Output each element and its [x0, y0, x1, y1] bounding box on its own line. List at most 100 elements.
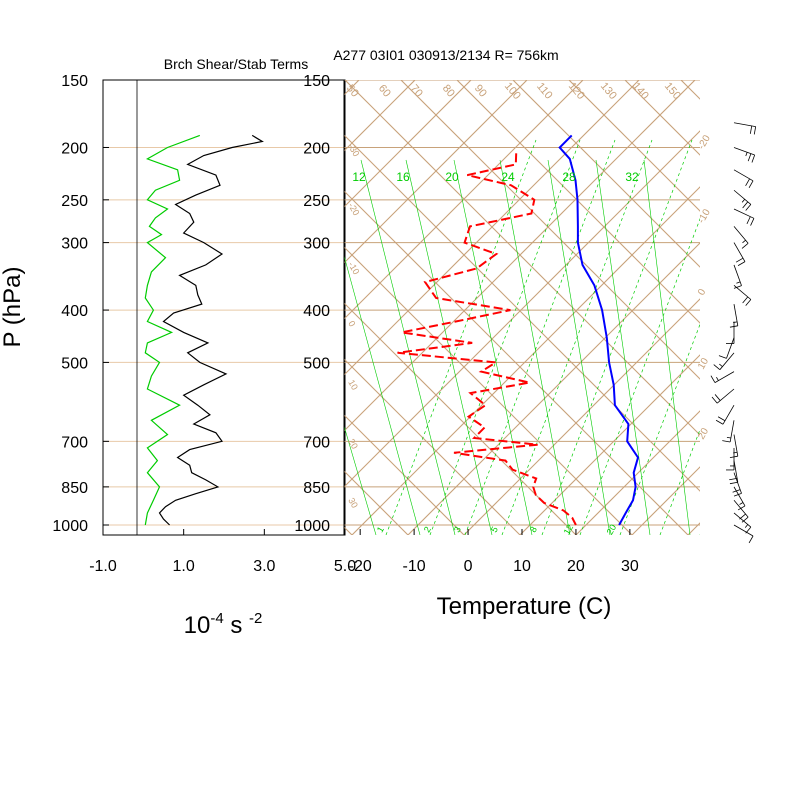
wind-barb-staff: [733, 512, 752, 528]
mixing-ratio-line: [405, 159, 493, 535]
wind-barb-half-feather: [742, 239, 746, 244]
mixing-ratio-line: [547, 159, 611, 535]
wind-barb-feather: [753, 126, 757, 135]
wind-barb-half-feather: [726, 436, 731, 439]
y-tick-label: 150: [61, 73, 88, 90]
dry-adiabat-line: [344, 246, 633, 535]
mixing-ratio-top-label: 12: [352, 170, 366, 184]
wind-barb-feather: [713, 364, 721, 370]
skewt-chart-title: A277 03I01 030913/2134 R= 756km: [333, 47, 558, 63]
wind-barbs: [710, 122, 757, 544]
y-tick-label: 500: [61, 355, 88, 372]
y-tick-label: 700: [303, 434, 330, 451]
wind-barb: [733, 524, 754, 544]
wind-barb: [711, 388, 735, 404]
isotherm-line: [519, 354, 700, 535]
moist-adiabat-line: [429, 139, 581, 535]
skew-top-label: 140: [630, 80, 651, 102]
dry-adiabat-line: [344, 80, 700, 436]
dry-adiabat-line: [344, 358, 521, 535]
y-tick-label: 400: [61, 303, 88, 320]
y-tick-label: 850: [61, 480, 88, 497]
wind-barb: [733, 169, 754, 188]
mixing-ratio-bottom-label: 20: [605, 523, 619, 537]
wind-barb-feather: [745, 178, 750, 186]
moist-adiabat-line: [579, 218, 700, 535]
mixing-ratio-line: [643, 159, 691, 535]
skewt-y-tick-labels: 150 200 250 300 400 500 700 850 1000: [294, 73, 330, 535]
skew-left-label: 20: [346, 437, 360, 451]
wind-barb-staff: [733, 242, 746, 262]
x-tick-label: -20: [349, 558, 372, 575]
wind-barb-half-feather: [741, 198, 746, 203]
moist-adiabat-line: [699, 534, 700, 535]
x-tick-label: 0: [464, 558, 473, 575]
wind-barb-staff: [733, 486, 746, 507]
y-tick-label: 400: [303, 303, 330, 320]
skew-top-label: 50: [344, 83, 361, 100]
isotherm-line: [407, 242, 700, 535]
isotherm-line: [344, 80, 696, 432]
isotherm-line: [344, 80, 584, 320]
wind-barb-half-feather: [716, 376, 719, 381]
mixing-ratio-line: [499, 159, 571, 535]
wind-barb-feather: [710, 375, 716, 383]
mixing-ratio-top-label: 20: [445, 170, 459, 184]
wind-barb-feather: [748, 535, 754, 544]
mixing-ratio-line: [360, 159, 456, 535]
wind-barb-feather: [745, 204, 752, 211]
moist-adiabat-line: [619, 323, 700, 535]
wind-barb-feather: [715, 419, 724, 425]
skew-top-label: 60: [376, 83, 393, 100]
mixing-ratio-line: [344, 254, 421, 535]
wind-barb-feather: [745, 299, 752, 306]
isotherm-line: [575, 410, 700, 535]
wind-barb: [733, 264, 742, 289]
isotherm-line: [344, 80, 640, 376]
wind-barb-staff: [733, 169, 754, 182]
wind-barb-staff: [716, 388, 735, 404]
wind-barb-feather: [748, 180, 754, 188]
left-x-tick-labels: -1.0 1.0 3.0 5.0: [89, 529, 356, 575]
moist-adiabat-line: [385, 139, 537, 535]
wind-barb-feather: [746, 216, 751, 225]
wind-barb: [726, 447, 735, 471]
dry-adiabat-line: [344, 302, 577, 535]
wind-barb-staff: [733, 226, 749, 244]
isotherm-line: [344, 80, 472, 208]
skew-top-label: 100: [502, 80, 523, 102]
wind-barb-staff: [722, 404, 735, 425]
isotherm-line: [463, 298, 700, 535]
left-plot-frame: [102, 79, 346, 536]
skew-left-label: 30: [346, 496, 360, 510]
wind-barb-feather: [711, 396, 718, 404]
skewt-background-lines: [344, 80, 700, 535]
wind-barb-staff: [726, 337, 735, 359]
wind-barb-feather: [742, 296, 749, 304]
wind-barb-staff: [733, 208, 755, 219]
isotherm-line: [351, 186, 700, 535]
y-tick-label: 250: [303, 193, 330, 210]
wind-barb: [733, 242, 746, 266]
isotherm-line: [344, 80, 528, 264]
wind-barb: [710, 371, 735, 383]
mixing-ratio-bottom-label: 5: [489, 525, 500, 534]
y-tick-label: 700: [61, 434, 88, 451]
wind-barb-staff: [733, 122, 756, 127]
mixing-ratio-top-label: 28: [562, 170, 576, 184]
wind-barb-feather: [722, 440, 731, 443]
skew-top-label: 130: [598, 80, 619, 102]
wind-barb-feather: [741, 242, 749, 249]
mixing-ratio-bottom-label: 3: [452, 525, 463, 534]
wind-barb: [733, 226, 749, 249]
wind-barb-staff: [719, 352, 735, 370]
wind-barb: [733, 208, 755, 226]
wind-barb: [722, 420, 735, 443]
wind-barb: [733, 486, 746, 511]
isotherm-line: [344, 130, 700, 488]
dry-adiabat-line: [344, 134, 700, 492]
wind-barb: [713, 352, 735, 370]
wind-barb-feather: [733, 492, 742, 497]
x-tick-label: 30: [621, 558, 639, 575]
